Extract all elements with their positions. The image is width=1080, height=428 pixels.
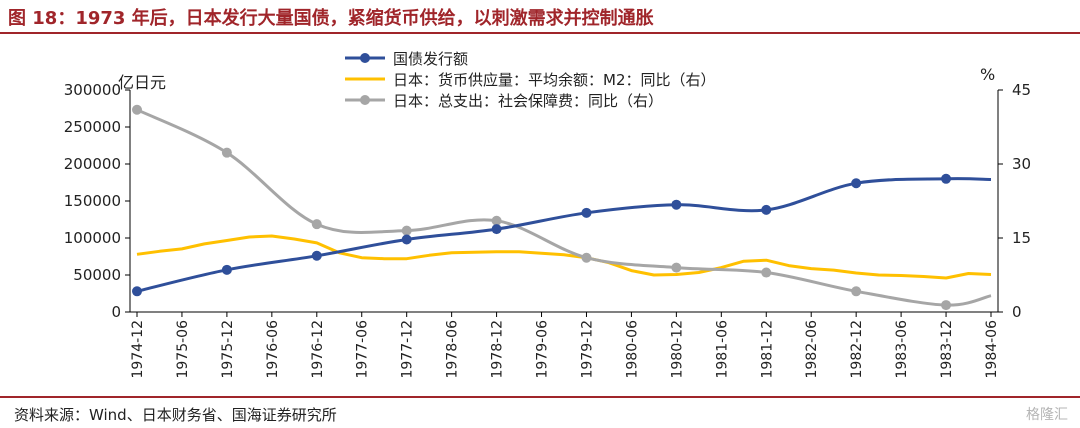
x-tick-label: 1978-06 bbox=[445, 320, 461, 379]
right-y-tick-label: 45 bbox=[1012, 81, 1031, 99]
legend-swatch-marker bbox=[360, 95, 370, 105]
legend-swatch-marker bbox=[360, 53, 370, 63]
figure-footer: 资料来源：Wind、日本财务省、国海证券研究所 格隆汇 bbox=[0, 396, 1080, 428]
social-security-growth-line bbox=[136, 108, 992, 307]
social-security-growth-point bbox=[491, 215, 502, 226]
source-note: 资料来源：Wind、日本财务省、国海证券研究所 bbox=[14, 406, 337, 424]
social-security-growth-point bbox=[132, 104, 142, 115]
left-y-tick-label: 100000 bbox=[64, 229, 121, 247]
figure-header: 图 18：1973 年后，日本发行大量国债，紧缩货币供给，以刺激需求并控制通胀 bbox=[0, 0, 1080, 34]
left-y-tick-label: 250000 bbox=[64, 118, 121, 136]
legend-label: 日本：总支出：社会保障费：同比（右） bbox=[393, 92, 663, 110]
bond-issuance-point bbox=[941, 173, 952, 184]
x-tick-label: 1975-12 bbox=[220, 320, 236, 379]
bond-issuance-point bbox=[221, 264, 232, 275]
x-tick-label: 1983-06 bbox=[894, 320, 910, 379]
x-tick-label: 1980-12 bbox=[669, 320, 685, 379]
bond-issuance-point bbox=[401, 234, 412, 245]
x-tick-label: 1977-12 bbox=[400, 320, 416, 379]
m2-growth-line bbox=[136, 234, 992, 280]
social-security-growth-point bbox=[581, 252, 592, 263]
chart-series bbox=[132, 104, 992, 311]
bond-issuance-point bbox=[491, 224, 502, 235]
legend-label: 国债发行额 bbox=[393, 50, 468, 68]
left-axis-unit: 亿日元 bbox=[118, 73, 166, 92]
right-y-tick-label: 30 bbox=[1012, 155, 1031, 173]
left-y-tick-label: 0 bbox=[111, 303, 121, 321]
bond-issuance-point bbox=[761, 204, 772, 215]
left-y-tick-label: 50000 bbox=[73, 266, 121, 284]
right-y-tick-label: 0 bbox=[1012, 303, 1022, 321]
social-security-growth-point bbox=[671, 262, 682, 273]
social-security-growth-point bbox=[941, 300, 952, 311]
plot-area: 亿日元 % bbox=[118, 65, 999, 313]
right-axis-unit: % bbox=[980, 65, 995, 84]
legend-label: 日本：货币供应量：平均余额：M2：同比（右） bbox=[393, 71, 716, 89]
left-y-tick-label: 200000 bbox=[64, 155, 121, 173]
left-y-tick-label: 150000 bbox=[64, 192, 121, 210]
social-security-growth-point bbox=[761, 267, 772, 278]
x-tick-label: 1981-12 bbox=[759, 320, 775, 379]
x-tick-label: 1978-12 bbox=[490, 320, 506, 379]
x-tick-label: 1981-06 bbox=[714, 320, 730, 379]
social-security-growth-point bbox=[221, 147, 232, 158]
line-chart: 亿日元 % 0500001000001500002000002500003000… bbox=[64, 50, 1031, 379]
x-tick-label: 1982-06 bbox=[804, 320, 820, 379]
right-y-tick-label: 15 bbox=[1012, 229, 1031, 247]
x-tick-label: 1980-06 bbox=[624, 320, 640, 379]
bond-issuance-point bbox=[311, 250, 322, 261]
left-y-tick-label: 300000 bbox=[64, 81, 121, 99]
social-security-growth-point bbox=[851, 286, 862, 297]
x-tick-label: 1975-06 bbox=[175, 320, 191, 379]
bond-issuance-point bbox=[851, 178, 862, 189]
x-tick-label: 1976-06 bbox=[265, 320, 281, 379]
x-tick-label: 1974-12 bbox=[130, 320, 146, 379]
x-tick-label: 1984-06 bbox=[984, 320, 1000, 379]
x-tick-label: 1977-06 bbox=[355, 320, 371, 379]
social-security-growth-point bbox=[401, 225, 412, 236]
bond-issuance-point bbox=[671, 199, 682, 210]
x-tick-label: 1976-12 bbox=[310, 320, 326, 379]
figure-title: 图 18：1973 年后，日本发行大量国债，紧缩货币供给，以刺激需求并控制通胀 bbox=[8, 8, 654, 29]
x-tick-label: 1982-12 bbox=[849, 320, 865, 379]
x-tick-label: 1983-12 bbox=[939, 320, 955, 379]
bond-issuance-point bbox=[132, 286, 142, 297]
x-tick-label: 1979-12 bbox=[579, 320, 595, 379]
x-tick-label: 1979-06 bbox=[535, 320, 551, 379]
social-security-growth-point bbox=[311, 219, 322, 230]
watermark-text: 格隆汇 bbox=[1026, 407, 1068, 423]
axis-ticks: 0 50000 100000 150000 200000 250000 300000 0 15 3… bbox=[64, 81, 1031, 379]
bond-issuance-point bbox=[581, 207, 592, 218]
